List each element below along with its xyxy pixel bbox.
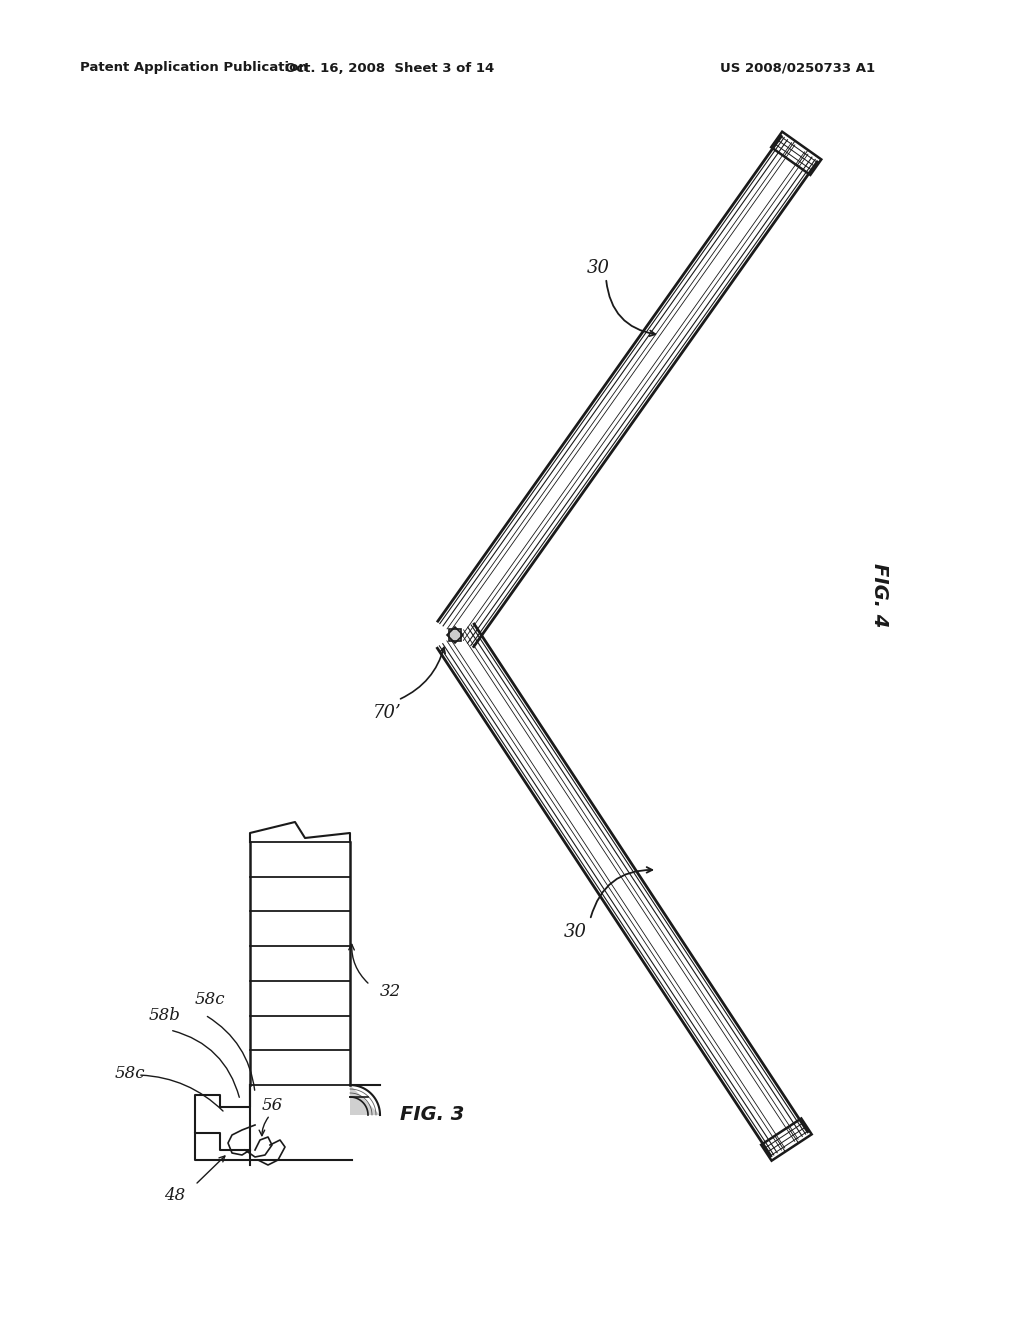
Text: 58b: 58b [150, 1006, 181, 1023]
Text: 32: 32 [380, 983, 401, 1001]
Text: 30: 30 [563, 923, 587, 941]
Text: 48: 48 [165, 1187, 185, 1204]
Text: 56: 56 [261, 1097, 283, 1114]
Text: FIG. 3: FIG. 3 [400, 1106, 464, 1125]
Text: 70’: 70’ [373, 704, 401, 722]
Text: Patent Application Publication: Patent Application Publication [80, 62, 308, 74]
Text: US 2008/0250733 A1: US 2008/0250733 A1 [720, 62, 876, 74]
Text: Oct. 16, 2008  Sheet 3 of 14: Oct. 16, 2008 Sheet 3 of 14 [286, 62, 495, 74]
Polygon shape [350, 1085, 380, 1115]
Polygon shape [447, 627, 463, 643]
Bar [449, 630, 461, 642]
Text: FIG. 4: FIG. 4 [870, 562, 889, 627]
Text: 30: 30 [587, 259, 609, 277]
Text: 58c: 58c [195, 991, 225, 1008]
Text: 58c: 58c [115, 1064, 145, 1081]
